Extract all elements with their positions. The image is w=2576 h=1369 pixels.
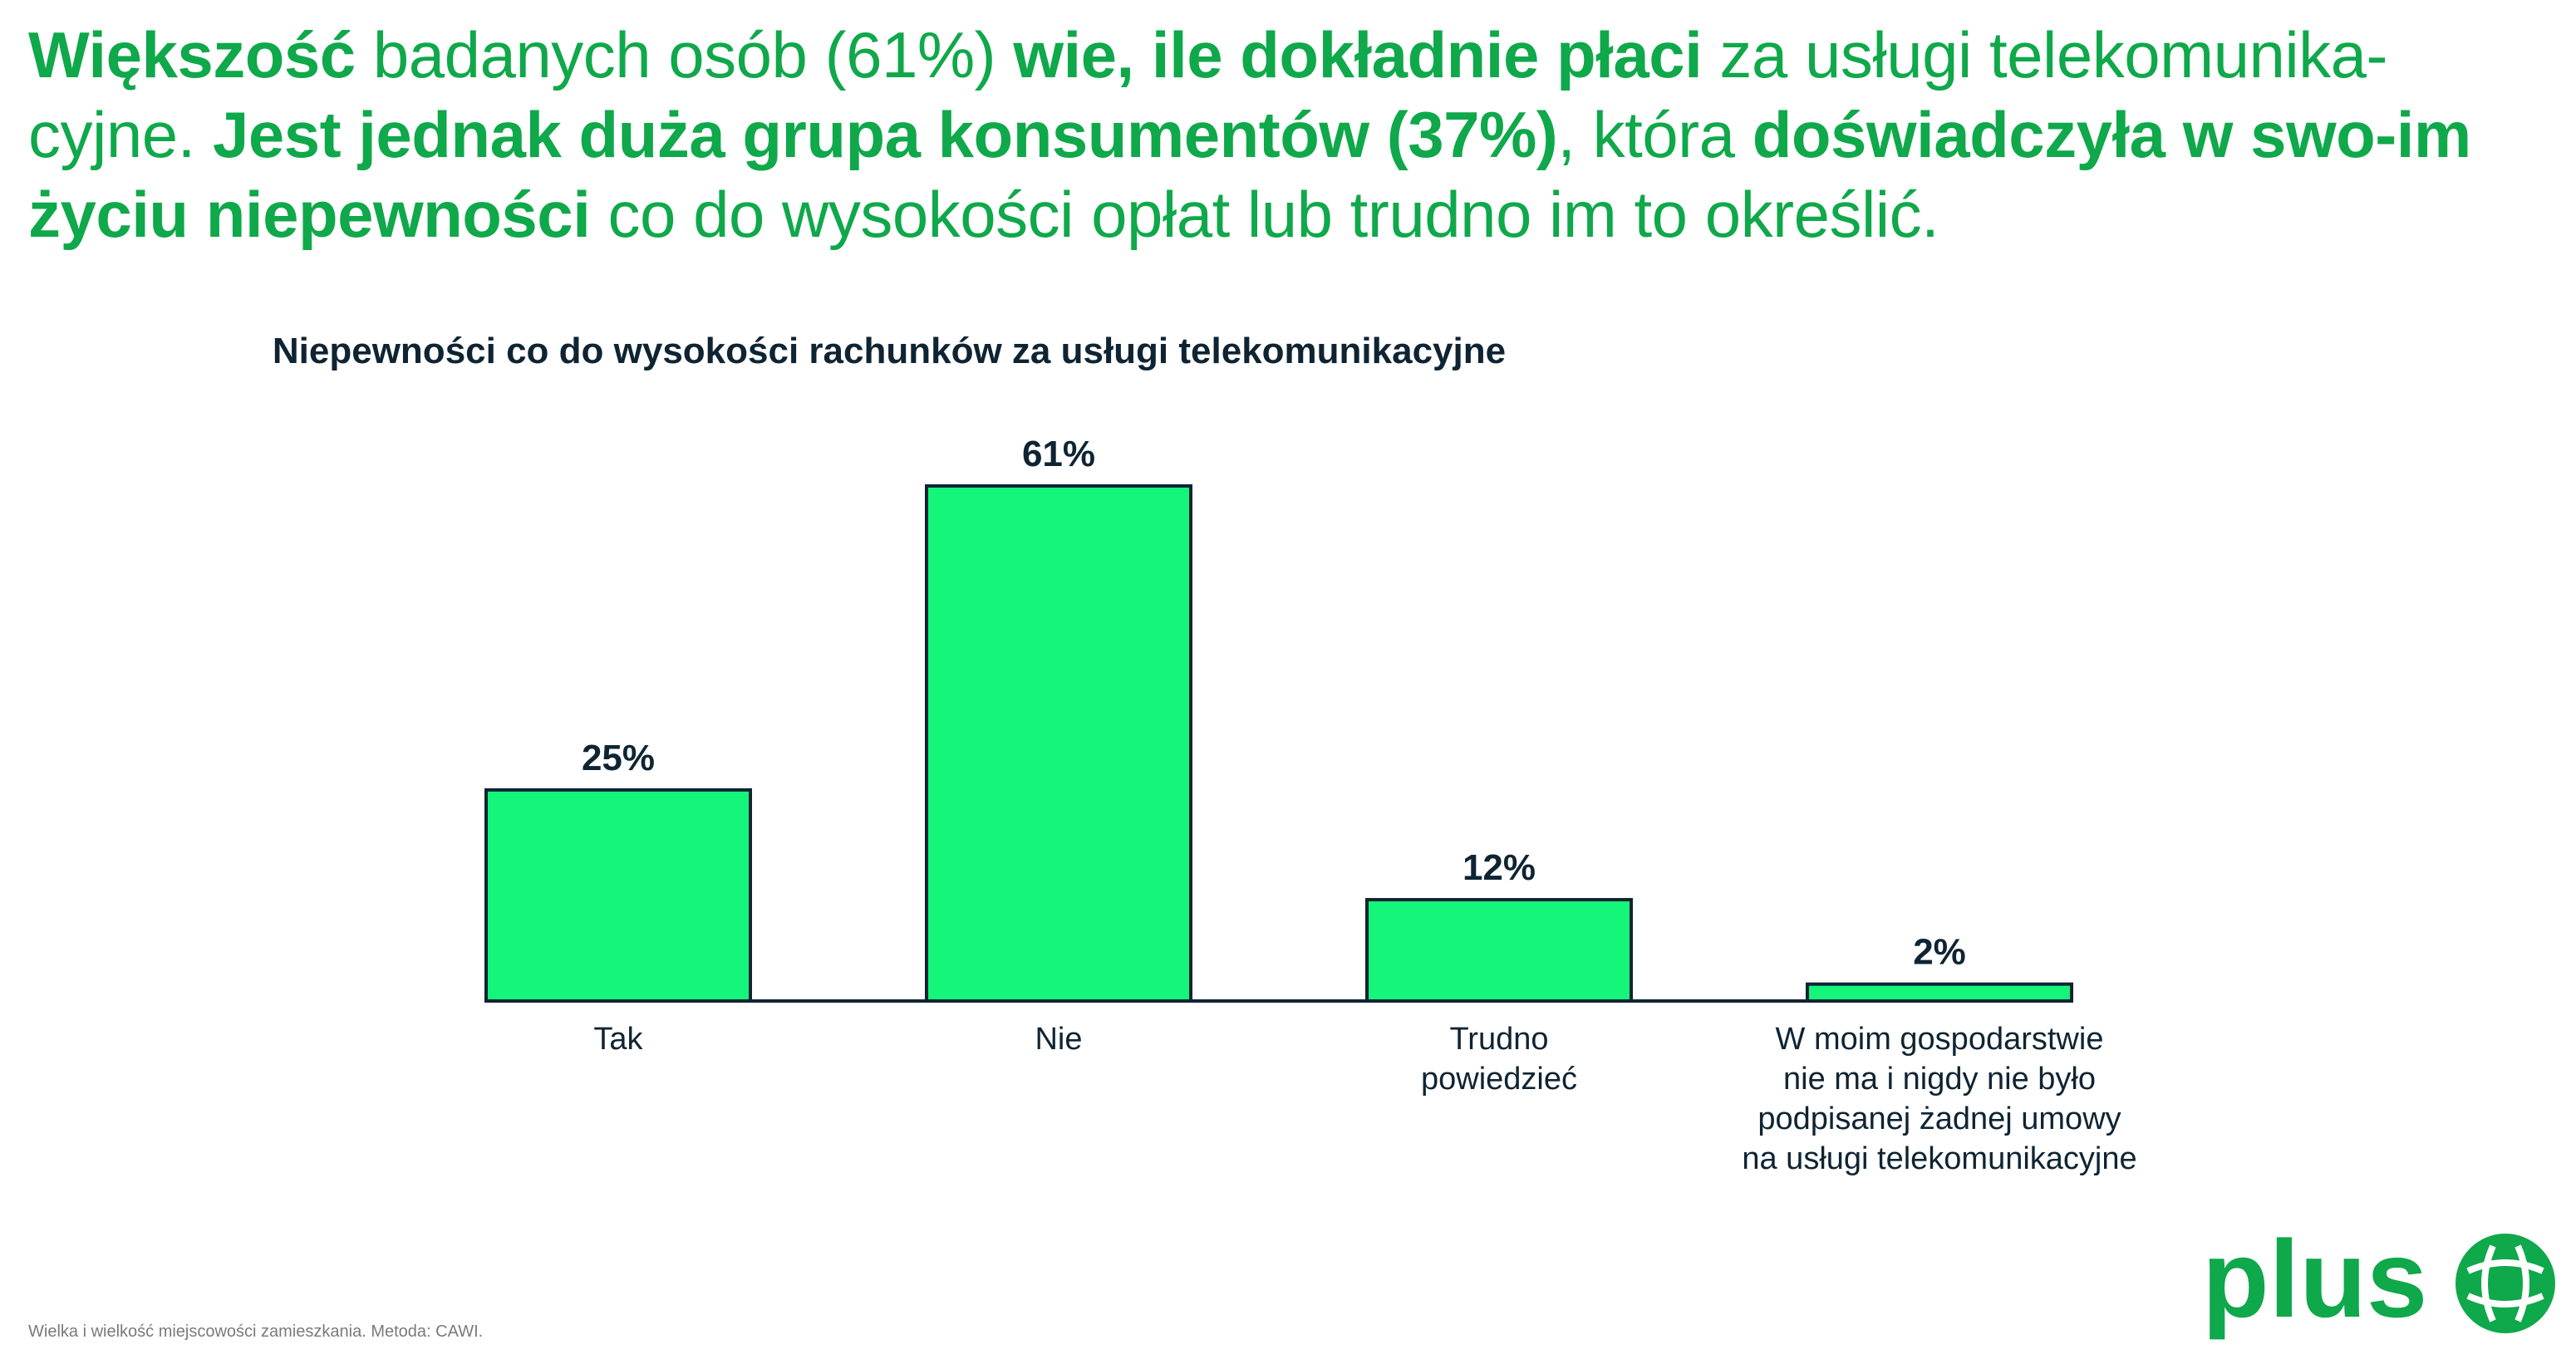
headline-part: za usługi telekomunika-cyjne. bbox=[28, 18, 2388, 171]
bar bbox=[925, 484, 1192, 1003]
data-label: 25% bbox=[582, 738, 655, 778]
x-tick-label-line: nie ma i nigdy nie było bbox=[1783, 1062, 2096, 1097]
x-tick-label: Trudno powiedzieć bbox=[1250, 1019, 1748, 1099]
x-tick-label: Tak bbox=[369, 1019, 868, 1059]
logo-text: plus bbox=[2202, 1218, 2428, 1340]
headline: Większość badanych osób (61%) wie, ile d… bbox=[28, 15, 2538, 254]
footnote: Wielka i wielkość miejscowości zamieszka… bbox=[28, 1322, 484, 1341]
x-tick-label-line: Nie bbox=[1035, 1022, 1083, 1057]
data-label: 61% bbox=[1022, 434, 1095, 474]
data-label: 2% bbox=[1913, 932, 1966, 973]
x-tick-label: W moim gospodarstwie nie ma i nigdy nie b… bbox=[1690, 1019, 2189, 1179]
headline-part: wie, ile dokładnie płaci bbox=[1013, 18, 1703, 91]
x-tick-label: Nie bbox=[809, 1019, 1308, 1059]
headline-part: , która bbox=[1557, 98, 1753, 171]
x-tick-label-line: powiedzieć bbox=[1421, 1062, 1577, 1097]
bar bbox=[1806, 982, 2073, 1003]
x-tick-label-line: podpisanej żadnej umowy bbox=[1757, 1102, 2121, 1136]
data-label: 12% bbox=[1463, 847, 1536, 888]
x-tick-label-line: Trudno bbox=[1449, 1022, 1549, 1057]
headline-part: doświadczyła w swo-im życiu niepewności bbox=[28, 98, 2471, 251]
x-tick-label-line: Tak bbox=[593, 1022, 643, 1057]
headline-part: Większość bbox=[28, 18, 356, 91]
headline-part: co do wysokości opłat lub trudno im to o… bbox=[590, 178, 1939, 251]
headline-part: badanych osób (61%) bbox=[355, 18, 1014, 91]
chart-title: Niepewności co do wysokości rachunków za… bbox=[272, 331, 1507, 371]
bar bbox=[1365, 898, 1633, 1003]
bar bbox=[484, 788, 752, 1003]
headline-part: Jest jednak duża grupa konsumentów (37%) bbox=[212, 98, 1558, 171]
x-tick-label-line: na usługi telekomunikacyjne bbox=[1742, 1141, 2137, 1176]
x-tick-label-line: W moim gospodarstwie bbox=[1775, 1022, 2104, 1057]
logo-mark-icon bbox=[2456, 1234, 2555, 1333]
